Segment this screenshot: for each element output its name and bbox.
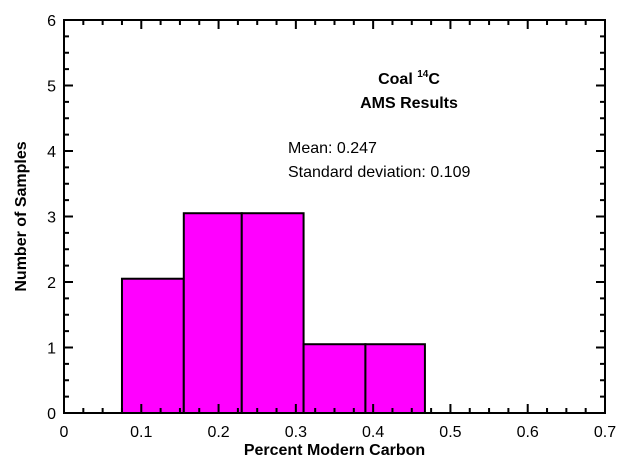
annotation-title-prefix: Coal [378, 71, 417, 88]
x-tick-label: 0.1 [130, 424, 152, 441]
x-tick-label: 0 [60, 424, 69, 441]
y-tick-label: 6 [47, 13, 56, 30]
tick-labels-group: 0 0.1 0.2 0.3 0.4 0.5 0.6 0.7 0 1 2 3 4 5 6 [47, 13, 616, 441]
annotation-std: Standard deviation: 0.109 [288, 164, 470, 181]
histogram-bar [240, 212, 305, 414]
annotation-subtitle: AMS Results [360, 95, 458, 112]
annotation-title-superscript: 14 [417, 69, 429, 80]
histogram-bar [182, 212, 243, 414]
x-tick-label: 0.2 [207, 424, 229, 441]
x-axis-title: Percent Modern Carbon [244, 442, 425, 459]
histogram-bar [364, 343, 426, 415]
y-tick-label: 2 [47, 275, 56, 292]
y-axis-title: Number of Samples [13, 141, 30, 291]
y-tick-label: 5 [47, 79, 56, 96]
y-tick-label: 3 [47, 210, 56, 227]
x-tick-label: 0.4 [362, 424, 384, 441]
x-tick-label: 0.7 [594, 424, 616, 441]
x-tick-label: 0.5 [439, 424, 461, 441]
histogram-bar [302, 343, 367, 415]
y-tick-label: 1 [47, 341, 56, 358]
x-tick-label: 0.3 [285, 424, 307, 441]
annotation-mean: Mean: 0.247 [288, 140, 377, 157]
annotation-title-suffix: C [428, 71, 440, 88]
annotation-title: Coal 14C [378, 69, 440, 88]
x-tick-label: 0.6 [517, 424, 539, 441]
histogram-bar [120, 277, 185, 414]
y-tick-label: 0 [47, 406, 56, 423]
y-tick-label: 4 [47, 144, 56, 161]
plot-frame [63, 19, 606, 414]
bars-group [120, 212, 426, 415]
